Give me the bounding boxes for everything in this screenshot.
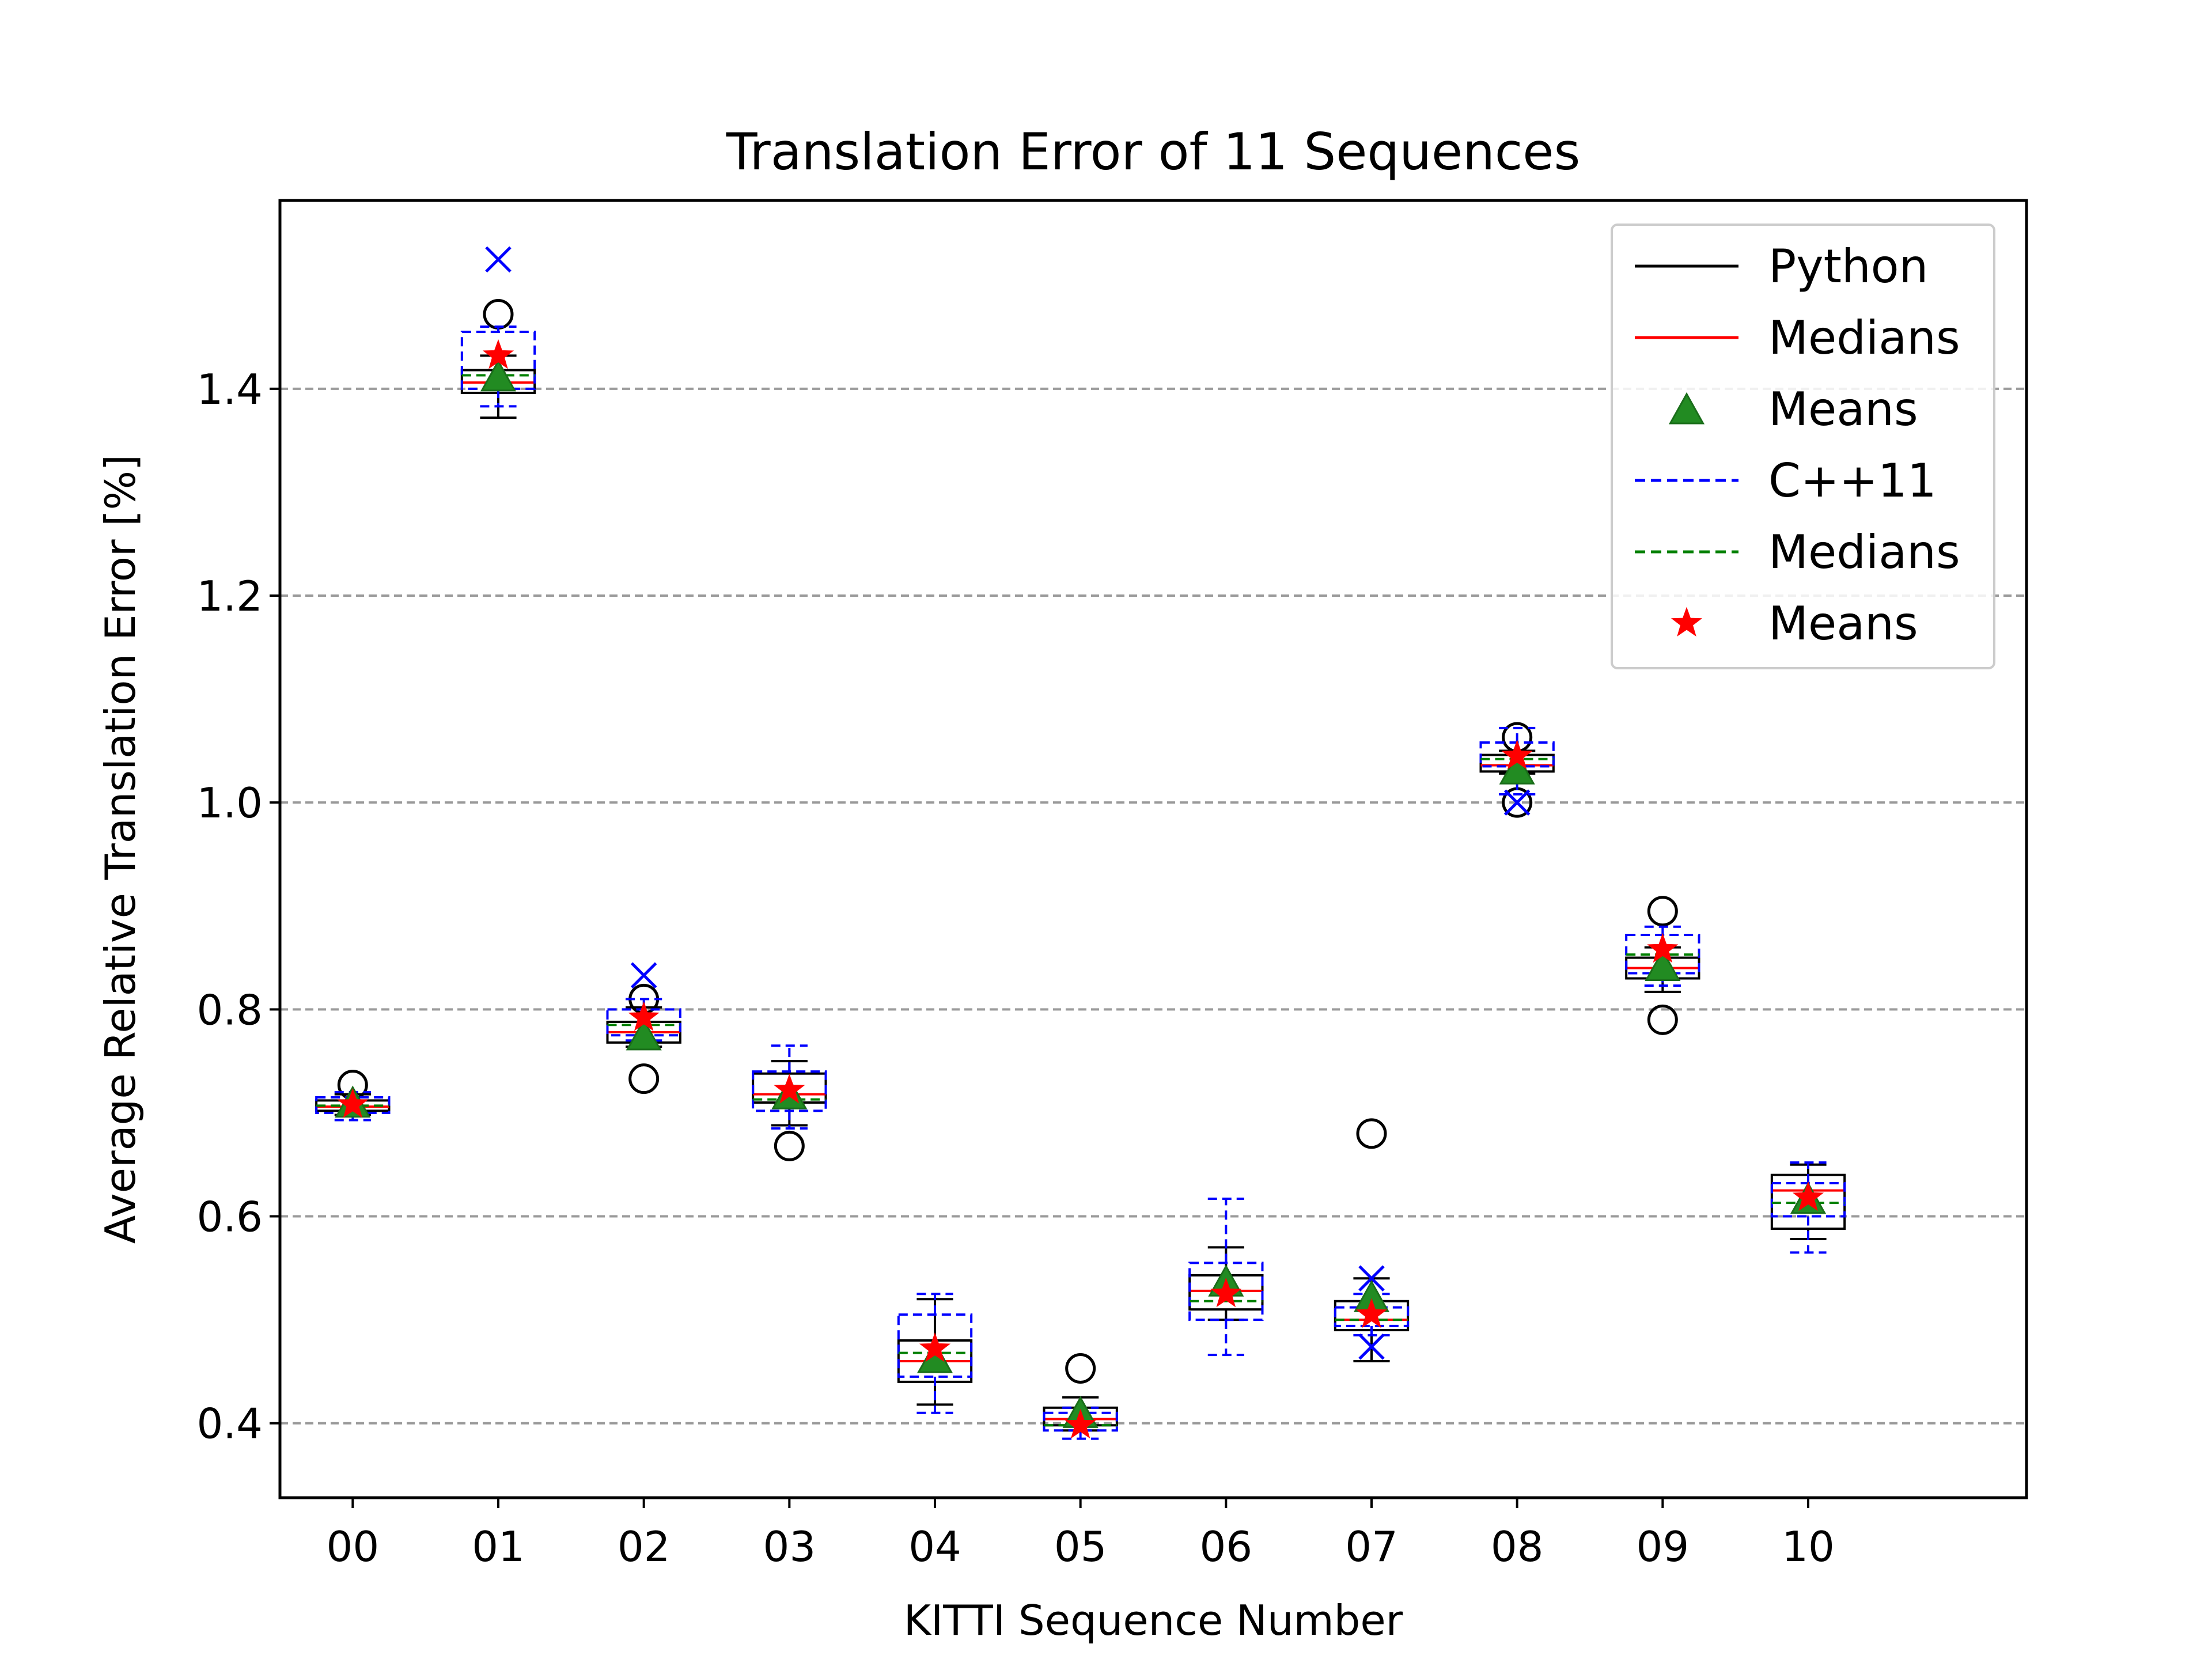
mean-marker	[1792, 1181, 1824, 1211]
mean-marker	[628, 1001, 660, 1031]
mean-marker	[1499, 752, 1535, 785]
x-tick-label: 06	[1200, 1522, 1253, 1571]
plot-frame	[278, 199, 2028, 1499]
x-tick-label: 07	[1345, 1522, 1398, 1571]
legend-entry: Medians	[1635, 311, 1960, 365]
mean-marker	[480, 359, 517, 392]
x-tick-label: 10	[1782, 1522, 1835, 1571]
x-tick-label: 03	[763, 1522, 816, 1571]
y-tick-label: 1.2	[196, 572, 263, 620]
x-tick-label: 05	[1054, 1522, 1107, 1571]
mean-marker	[1647, 933, 1679, 963]
mean-marker	[774, 1073, 805, 1104]
y-tick-label: 1.4	[196, 365, 263, 414]
mean-marker	[1645, 949, 1681, 982]
legend-entry: Means	[1671, 597, 1918, 650]
x-tick-label: 00	[327, 1522, 380, 1571]
chart-title: Translation Error of 11 Sequences	[726, 122, 1581, 181]
legend-entry: Means	[1668, 382, 1918, 436]
mean-marker	[919, 1332, 951, 1362]
legend-label: C++11	[1768, 454, 1937, 507]
legend-label: Python	[1768, 240, 1928, 293]
x-tick-label: 08	[1491, 1522, 1544, 1571]
mean-marker	[1065, 1408, 1096, 1439]
x-tick-label: 02	[618, 1522, 671, 1571]
outlier-point	[1647, 1004, 1678, 1035]
box-iqr	[1188, 1262, 1264, 1321]
mean-marker	[337, 1088, 369, 1118]
outlier-point	[1356, 1118, 1387, 1149]
outlier-point	[1503, 789, 1531, 816]
legend-entry: Python	[1635, 240, 1928, 293]
outlier-point	[628, 1063, 660, 1094]
legend-star-swatch	[1671, 607, 1703, 637]
outlier-point	[485, 246, 512, 273]
legend-entry: C++11	[1635, 454, 1937, 507]
outlier-point	[774, 1130, 805, 1161]
y-axis: 0.4 0.6 0.8 1.0 1.2 1.4	[196, 365, 280, 1448]
legend-label: Means	[1768, 597, 1918, 650]
x-tick-label: 04	[908, 1522, 961, 1571]
mean-marker	[1355, 1298, 1388, 1328]
box-iqr	[752, 1070, 827, 1112]
legend-box	[1611, 224, 1995, 669]
x-tick-label: 01	[472, 1522, 525, 1571]
mean-marker	[626, 1018, 662, 1051]
mean-marker	[1501, 739, 1533, 770]
y-axis-label: Average Relative Translation Error [%]	[96, 454, 145, 1244]
mean-markers	[337, 339, 1824, 1439]
x-axis-label: KITTI Sequence Number	[904, 1596, 1403, 1645]
mean-marker	[1210, 1277, 1242, 1308]
box-series	[315, 246, 1846, 1440]
legend-label: Medians	[1768, 311, 1960, 365]
y-tick-label: 0.4	[196, 1400, 263, 1448]
box-group	[1188, 1197, 1264, 1357]
legend-label: Medians	[1768, 525, 1960, 579]
outlier-point	[1358, 1334, 1385, 1360]
outlier-point	[1647, 896, 1678, 927]
outlier-point	[1358, 1265, 1385, 1292]
x-tick-label: 09	[1637, 1522, 1690, 1571]
legend-triangle-swatch	[1668, 392, 1705, 425]
x-axis: 00 01 02 03 04 05 06 07 08 09 10	[327, 1498, 1835, 1571]
mean-marker	[482, 339, 514, 369]
legend-label: Means	[1768, 382, 1918, 436]
y-tick-label: 0.6	[196, 1193, 263, 1241]
legend-entry: Medians	[1635, 525, 1960, 579]
y-tick-label: 1.0	[196, 779, 263, 827]
y-tick-label: 0.8	[196, 986, 263, 1034]
outlier-point	[1065, 1353, 1096, 1384]
outlier-point	[630, 962, 657, 988]
box-iqr	[897, 1313, 973, 1378]
legend: Python Medians Means C++11 Medians Means	[1611, 224, 1995, 669]
